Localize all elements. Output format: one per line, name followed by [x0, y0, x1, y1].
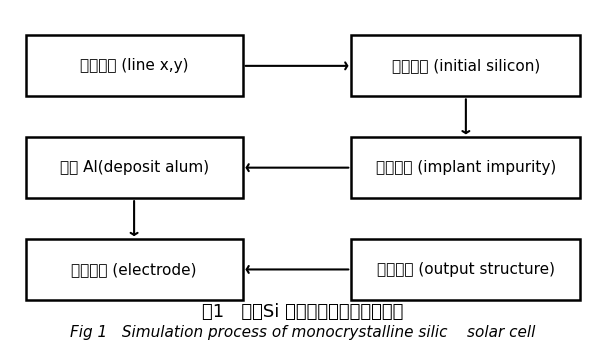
FancyBboxPatch shape: [25, 137, 242, 198]
Text: 衬底选择 (initial silicon): 衬底选择 (initial silicon): [391, 58, 540, 73]
Text: 扩散掺杂 (implant impurity): 扩散掺杂 (implant impurity): [376, 160, 556, 175]
FancyBboxPatch shape: [351, 137, 581, 198]
FancyBboxPatch shape: [25, 35, 242, 96]
Text: 图1   单晶Si 太阳能电池工艺仿真流程: 图1 单晶Si 太阳能电池工艺仿真流程: [202, 303, 404, 321]
Text: 淀积 Al(deposit alum): 淀积 Al(deposit alum): [59, 160, 208, 175]
Text: Fig 1   Simulation process of monocrystalline silic    solar cell: Fig 1 Simulation process of monocrystall…: [70, 325, 536, 340]
Text: 定义电极 (electrode): 定义电极 (electrode): [72, 262, 197, 277]
Text: 划分网格 (line x,y): 划分网格 (line x,y): [80, 58, 188, 73]
FancyBboxPatch shape: [351, 35, 581, 96]
FancyBboxPatch shape: [351, 239, 581, 300]
Text: 输出结构 (output structure): 输出结构 (output structure): [377, 262, 555, 277]
FancyBboxPatch shape: [25, 239, 242, 300]
